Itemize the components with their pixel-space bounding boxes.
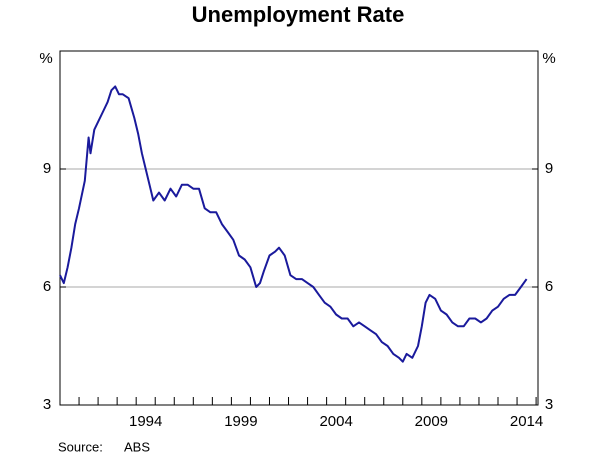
y-tick-label: 9 bbox=[43, 160, 51, 177]
y-tick-label: 6 bbox=[43, 278, 51, 295]
y2-tick-label: 6 bbox=[545, 278, 553, 295]
y2-tick-label: 9 bbox=[545, 160, 553, 177]
y2-tick-label: 3 bbox=[545, 396, 553, 413]
x-tick-label: 2014 bbox=[510, 413, 543, 430]
plot-frame bbox=[59, 50, 539, 406]
x-tick-label: 2004 bbox=[319, 413, 352, 430]
x-tick-label: 1994 bbox=[129, 413, 162, 430]
y-tick-label: 3 bbox=[43, 396, 51, 413]
source: ABS bbox=[124, 439, 150, 454]
line-series bbox=[59, 85, 528, 363]
source-label: Source: bbox=[58, 439, 103, 454]
x-tick-label: 1999 bbox=[224, 413, 257, 430]
x-tick-label: 2009 bbox=[415, 413, 448, 430]
y-unit-left: % bbox=[39, 50, 52, 67]
chart-title: Unemployment Rate bbox=[192, 2, 405, 27]
y-unit-right: % bbox=[542, 50, 555, 67]
